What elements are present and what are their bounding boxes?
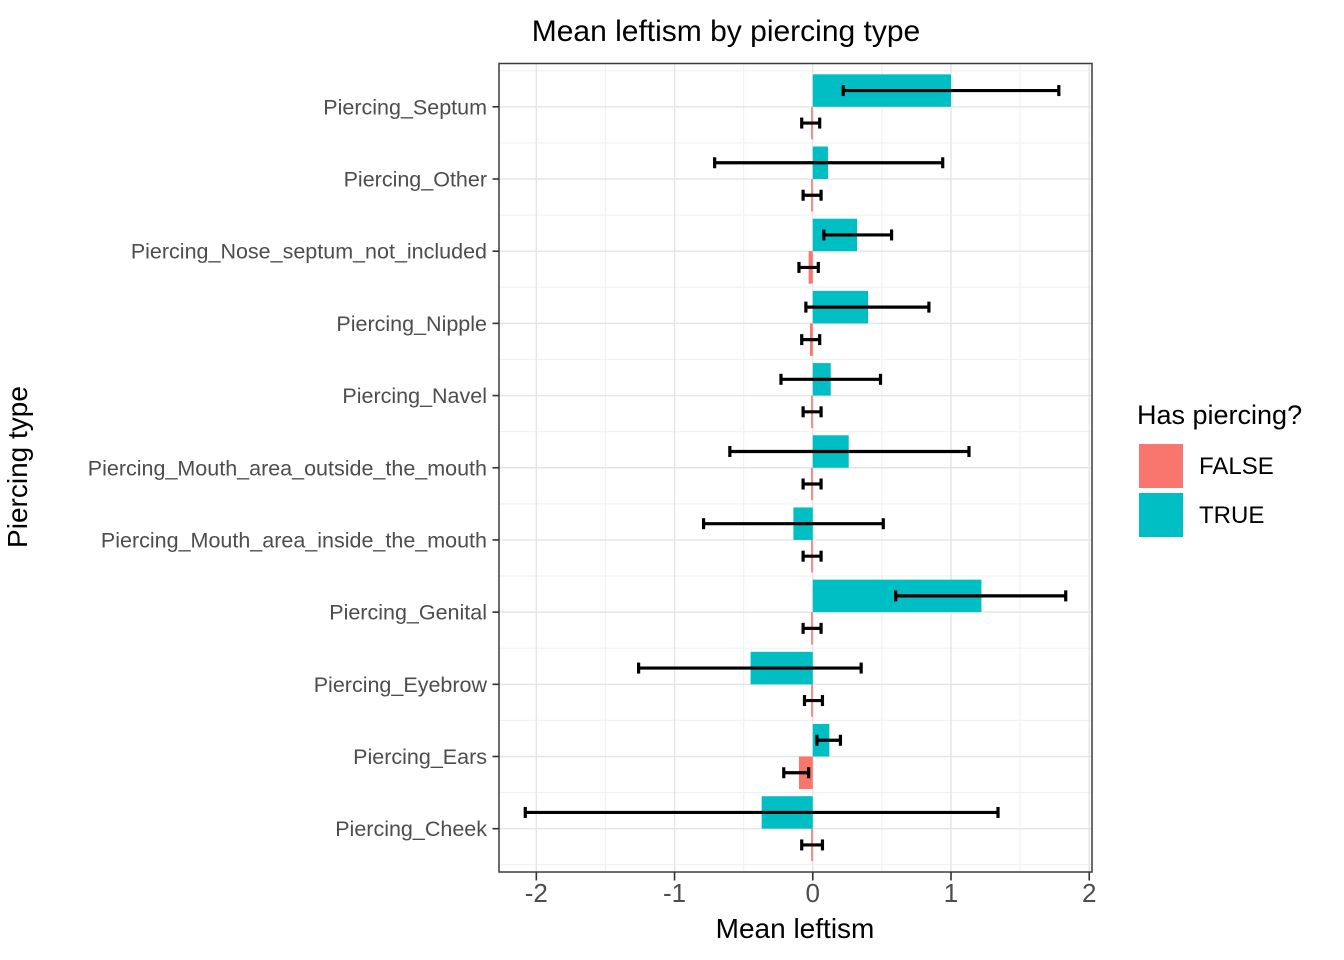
error-bars (523, 85, 1068, 851)
legend: Has piercing? FALSE TRUE (1137, 400, 1302, 537)
errorbar-false (802, 695, 825, 707)
axis-ticks (492, 106, 1091, 881)
errorbar-true (701, 518, 885, 530)
errorbar-false (801, 622, 823, 634)
errorbar-true (637, 662, 863, 674)
y-tick-label: Piercing_Nose_septum_not_included (131, 240, 487, 264)
errorbar-false (801, 478, 823, 490)
x-tick-label: 1 (944, 878, 958, 908)
errorbar-false (801, 189, 823, 201)
x-tick-label: 2 (1082, 878, 1096, 908)
y-tick-label: Piercing_Mouth_area_outside_the_mouth (88, 456, 487, 480)
y-tick-label: Piercing_Cheek (335, 817, 487, 841)
x-tick-label: -2 (525, 878, 548, 908)
errorbar-true (804, 301, 931, 313)
y-tick-label: Piercing_Ears (353, 745, 487, 769)
y-tick-label: Piercing_Septum (323, 95, 487, 119)
y-tick-label: Piercing_Mouth_area_inside_the_mouth (101, 528, 487, 552)
errorbar-true (779, 373, 883, 385)
legend-title: Has piercing? (1137, 400, 1302, 430)
x-tick-label: -1 (663, 878, 686, 908)
errorbar-false (800, 839, 825, 851)
y-tick-label: Piercing_Nipple (336, 312, 487, 336)
axis-tick-labels: -2 -1 0 1 2 Piercing_Septum Piercing_Other Pier… (88, 95, 1097, 908)
legend-label-true: TRUE (1199, 502, 1264, 529)
x-axis-title: Mean leftism (716, 913, 875, 944)
errorbar-true (841, 85, 1061, 97)
errorbar-false (801, 406, 823, 418)
errorbar-true (728, 446, 971, 458)
legend-label-false: FALSE (1199, 453, 1274, 480)
errorbar-true (815, 734, 843, 746)
y-tick-label: Piercing_Other (344, 168, 487, 192)
errorbar-false (782, 767, 811, 779)
legend-key-false (1139, 444, 1183, 488)
errorbar-true (894, 590, 1068, 602)
errorbar-false (797, 261, 820, 273)
legend-key-true (1139, 493, 1183, 537)
y-axis-title: Piercing type (2, 386, 33, 548)
chart-title: Mean leftism by piercing type (532, 15, 921, 48)
errorbar-true (523, 806, 1000, 818)
errorbar-false (801, 550, 823, 562)
x-tick-label: 0 (806, 878, 820, 908)
y-tick-label: Piercing_Genital (329, 601, 487, 625)
y-tick-label: Piercing_Eyebrow (314, 673, 488, 697)
errorbar-true (822, 229, 894, 241)
gridlines-major (499, 63, 1092, 872)
errorbar-true (713, 157, 945, 169)
errorbar-false (800, 117, 822, 129)
gridlines-minor (499, 63, 1092, 872)
errorbar-false (800, 334, 822, 346)
y-tick-label: Piercing_Navel (342, 384, 487, 408)
